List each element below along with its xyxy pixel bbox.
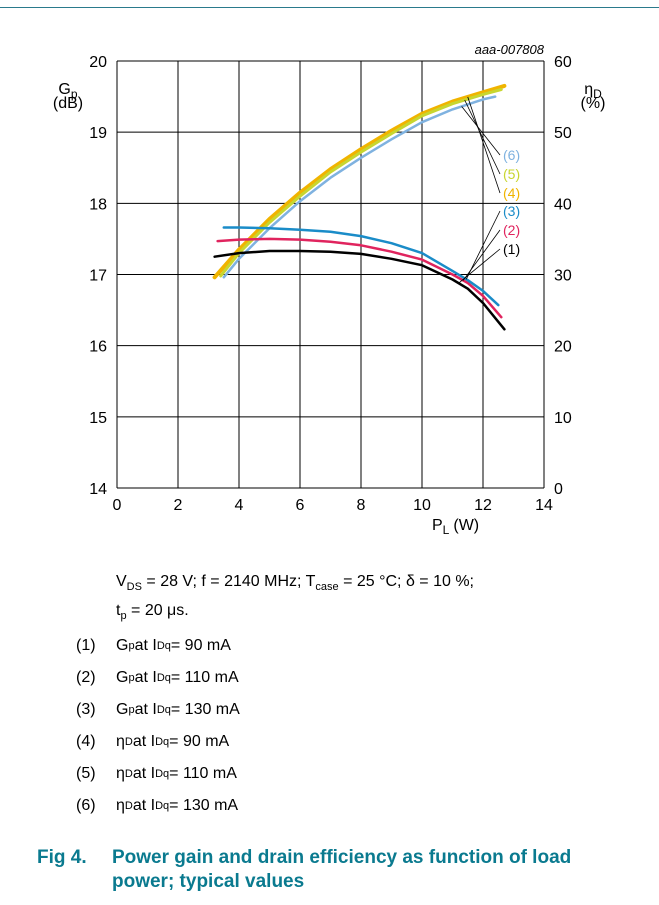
tick-labels: 0 2 4 6 8 10 12 14 14 15 16 17 18 19 20 0 10 20 30 40 50 60 (89, 54, 572, 514)
y-right-unit: (%) (581, 95, 606, 112)
series-lines (212, 83, 507, 331)
chart-id-label: aaa-007808 (475, 42, 545, 57)
callout-label: (1) (503, 241, 520, 257)
y-left-unit: (dB) (53, 95, 83, 112)
series-line-4 (212, 83, 507, 280)
top-rule (0, 7, 659, 8)
callout-label: (4) (503, 185, 520, 201)
series-line-1 (213, 249, 506, 331)
y-left-tick-label: 17 (89, 268, 107, 285)
callout-label: (2) (503, 222, 520, 238)
callout-leader (467, 96, 501, 194)
series-callouts: (1) (2) (3) (4) (5) (6) (458, 96, 520, 284)
y-right-tick-label: 10 (554, 410, 572, 427)
y-right-tick-label: 20 (554, 339, 572, 356)
y-left-tick-label: 18 (89, 196, 107, 213)
x-axis-label: PL (W) (432, 517, 479, 537)
x-tick-label: 6 (296, 497, 305, 514)
figure-number: Fig 4. (37, 847, 87, 868)
series-line-2 (216, 237, 503, 319)
x-tick-label: 2 (174, 497, 183, 514)
test-conditions: VDS = 28 V; f = 2140 MHz; Tcase = 25 °C;… (116, 573, 474, 623)
y-left-tick-label: 16 (89, 339, 107, 356)
callout-label: (5) (503, 166, 520, 182)
y-right-label: ηD (584, 81, 602, 101)
y-right-tick-label: 30 (554, 268, 572, 285)
figure-caption: Fig 4. Power gain and drain efficiency a… (37, 846, 637, 894)
figure-title: Power gain and drain efficiency as funct… (112, 847, 572, 892)
y-right-tick-label: 60 (554, 54, 572, 71)
callout-label: (6) (503, 147, 520, 163)
callout-leader (464, 99, 501, 175)
x-tick-label: 8 (357, 497, 366, 514)
callout-leader (465, 210, 501, 280)
callout-leader (461, 106, 501, 156)
x-tick-label: 14 (535, 497, 553, 514)
legend-item: (5) η D at I Dq = 110 mA (76, 765, 237, 782)
x-tick-label: 0 (113, 497, 122, 514)
chart: 0 2 4 6 8 10 12 14 14 15 16 17 18 19 20 0 10 20 30 40 50 60 (… (53, 42, 606, 537)
y-right-tick-label: 50 (554, 125, 572, 142)
x-tick-label: 4 (235, 497, 244, 514)
x-tick-label: 10 (413, 497, 431, 514)
callout-label: (3) (503, 203, 520, 219)
series-line-5 (219, 88, 503, 278)
y-left-tick-label: 19 (89, 125, 107, 142)
y-left-label: Gp (58, 81, 77, 101)
x-tick-label: 12 (474, 497, 492, 514)
series-line-3 (222, 226, 500, 307)
y-left-tick-label: 14 (89, 481, 107, 498)
y-left-tick-label: 20 (89, 54, 107, 71)
y-left-tick-label: 15 (89, 410, 107, 427)
y-right-tick-label: 40 (554, 196, 572, 213)
callout-leader (462, 229, 501, 281)
legend-item: (6) η D at I Dq = 130 mA (76, 797, 239, 814)
legend-item: (4) η D at I Dq = 90 mA (76, 733, 230, 750)
grid (116, 60, 545, 489)
y-right-tick-label: 0 (554, 481, 563, 498)
